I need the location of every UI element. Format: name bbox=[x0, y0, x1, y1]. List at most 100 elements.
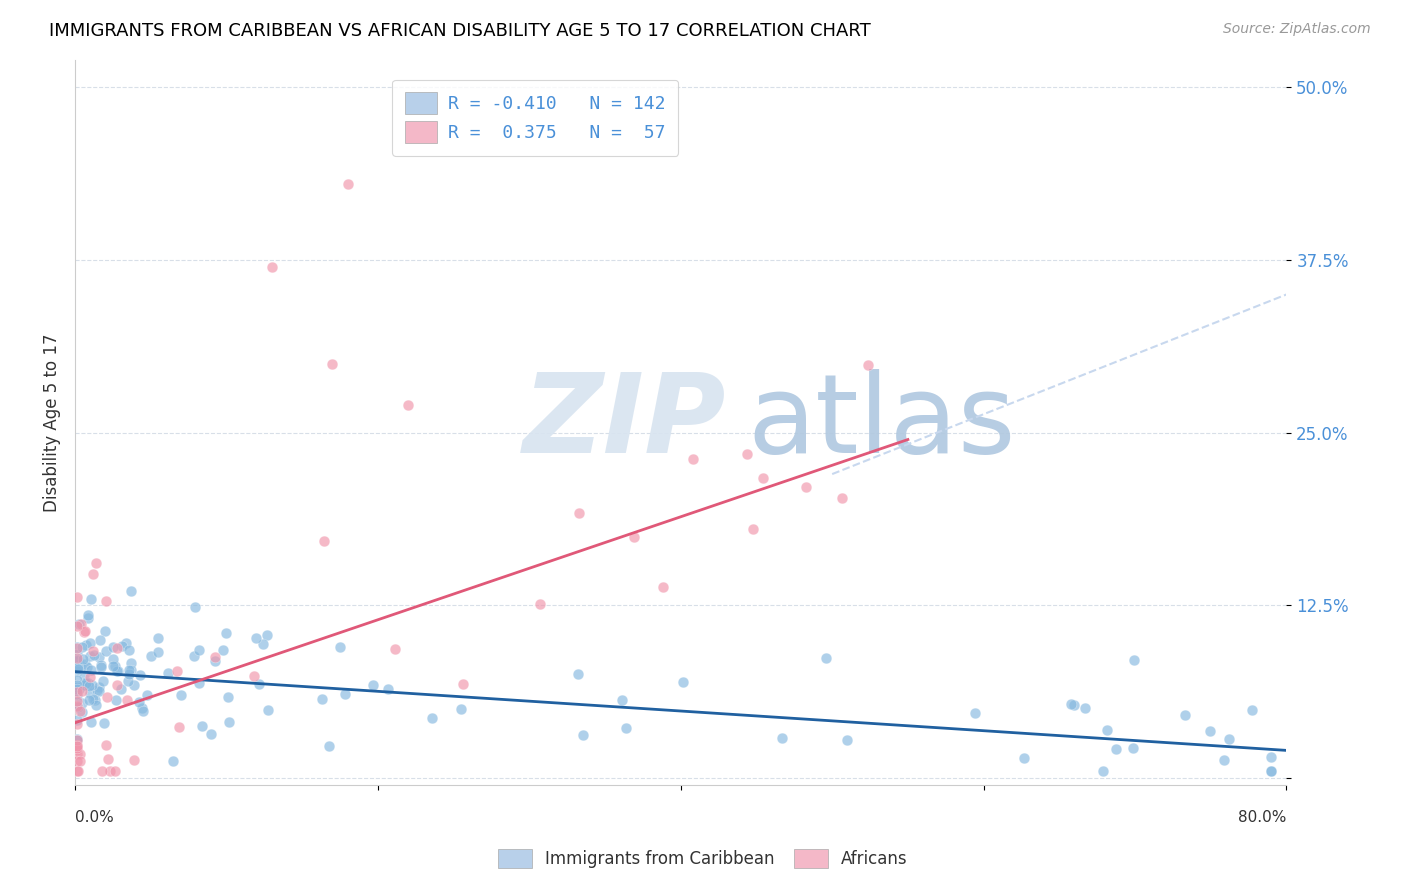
Point bbox=[79, 649, 101, 664]
Point bbox=[67, 616, 90, 631]
Point bbox=[120, 583, 142, 598]
Point bbox=[384, 642, 406, 657]
Point bbox=[1260, 764, 1282, 778]
Point bbox=[245, 631, 267, 645]
Point bbox=[166, 664, 188, 678]
Point bbox=[67, 681, 90, 696]
Point bbox=[156, 665, 179, 680]
Point bbox=[451, 677, 474, 691]
Point bbox=[65, 747, 87, 762]
Point bbox=[741, 523, 763, 537]
Text: 0.0%: 0.0% bbox=[75, 810, 114, 825]
Point bbox=[82, 566, 104, 581]
Point bbox=[260, 260, 283, 274]
Point bbox=[128, 695, 150, 709]
Point bbox=[200, 727, 222, 741]
Point bbox=[129, 668, 152, 682]
Point bbox=[1123, 653, 1146, 667]
Point bbox=[66, 764, 89, 778]
Point bbox=[312, 533, 335, 548]
Point bbox=[191, 719, 214, 733]
Point bbox=[65, 698, 87, 712]
Point bbox=[187, 676, 209, 690]
Point bbox=[65, 684, 87, 698]
Point bbox=[146, 645, 169, 659]
Point bbox=[66, 673, 89, 687]
Point bbox=[65, 681, 87, 696]
Point bbox=[770, 731, 793, 745]
Point bbox=[1199, 723, 1222, 738]
Point bbox=[396, 398, 419, 412]
Point bbox=[82, 678, 104, 692]
Point bbox=[837, 733, 859, 747]
Point bbox=[183, 648, 205, 663]
Point bbox=[204, 650, 226, 665]
Point bbox=[318, 739, 340, 754]
Point bbox=[67, 699, 90, 714]
Point bbox=[333, 687, 356, 701]
Point bbox=[73, 677, 96, 691]
Point bbox=[243, 668, 266, 682]
Point bbox=[529, 597, 551, 611]
Point bbox=[65, 754, 87, 768]
Point bbox=[218, 715, 240, 730]
Point bbox=[65, 652, 87, 666]
Point bbox=[90, 658, 112, 673]
Point bbox=[93, 624, 115, 639]
Point bbox=[73, 668, 96, 682]
Point bbox=[75, 674, 97, 689]
Point bbox=[735, 447, 758, 461]
Point bbox=[72, 676, 94, 690]
Point bbox=[84, 556, 107, 570]
Y-axis label: Disability Age 5 to 17: Disability Age 5 to 17 bbox=[44, 333, 60, 511]
Point bbox=[75, 657, 97, 671]
Point bbox=[66, 654, 89, 668]
Point bbox=[117, 674, 139, 689]
Point bbox=[65, 619, 87, 633]
Point bbox=[66, 688, 89, 702]
Point bbox=[856, 358, 879, 372]
Point bbox=[162, 755, 184, 769]
Point bbox=[72, 640, 94, 654]
Point bbox=[84, 693, 107, 707]
Point bbox=[77, 608, 100, 623]
Point bbox=[118, 666, 141, 681]
Point bbox=[65, 764, 87, 778]
Point bbox=[75, 638, 97, 652]
Point bbox=[247, 676, 270, 690]
Point bbox=[1122, 740, 1144, 755]
Point bbox=[77, 679, 100, 693]
Point bbox=[65, 743, 87, 757]
Point bbox=[377, 681, 399, 696]
Point bbox=[69, 658, 91, 673]
Legend: R = -0.410   N = 142, R =  0.375   N =  57: R = -0.410 N = 142, R = 0.375 N = 57 bbox=[392, 79, 679, 156]
Point bbox=[87, 680, 110, 694]
Point bbox=[66, 659, 89, 673]
Point bbox=[72, 697, 94, 711]
Point bbox=[84, 698, 107, 713]
Point bbox=[77, 692, 100, 706]
Point bbox=[450, 701, 472, 715]
Point bbox=[105, 640, 128, 655]
Point bbox=[682, 451, 704, 466]
Point bbox=[131, 704, 153, 718]
Point bbox=[80, 591, 103, 606]
Point bbox=[122, 678, 145, 692]
Point bbox=[66, 664, 89, 678]
Point bbox=[751, 471, 773, 485]
Point bbox=[311, 692, 333, 706]
Point bbox=[70, 705, 93, 719]
Point bbox=[65, 738, 87, 752]
Point bbox=[1174, 708, 1197, 723]
Point bbox=[170, 688, 193, 702]
Point bbox=[252, 637, 274, 651]
Point bbox=[1105, 742, 1128, 756]
Point bbox=[321, 357, 343, 371]
Point bbox=[141, 648, 163, 663]
Text: Source: ZipAtlas.com: Source: ZipAtlas.com bbox=[1223, 22, 1371, 37]
Point bbox=[76, 660, 98, 674]
Point bbox=[66, 590, 89, 604]
Point bbox=[105, 665, 128, 679]
Legend: Immigrants from Caribbean, Africans: Immigrants from Caribbean, Africans bbox=[492, 842, 914, 875]
Point bbox=[72, 684, 94, 698]
